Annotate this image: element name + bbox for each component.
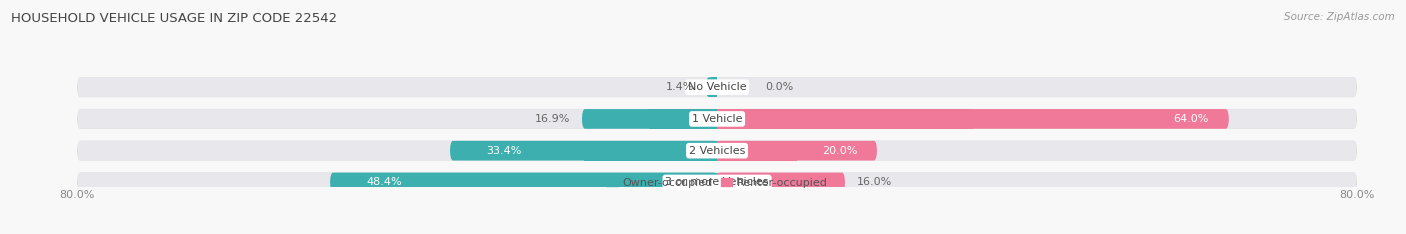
FancyBboxPatch shape bbox=[77, 173, 1357, 192]
FancyBboxPatch shape bbox=[717, 173, 845, 192]
Bar bbox=[717, 141, 797, 161]
Bar bbox=[583, 141, 717, 161]
FancyBboxPatch shape bbox=[77, 141, 1357, 161]
Bar bbox=[650, 109, 717, 129]
Text: 20.0%: 20.0% bbox=[821, 146, 858, 156]
FancyBboxPatch shape bbox=[77, 109, 1357, 129]
Bar bbox=[717, 173, 782, 192]
Text: 1.4%: 1.4% bbox=[665, 82, 695, 92]
FancyBboxPatch shape bbox=[330, 173, 717, 192]
Text: 0.0%: 0.0% bbox=[765, 82, 793, 92]
Text: 2 Vehicles: 2 Vehicles bbox=[689, 146, 745, 156]
Text: 1 Vehicle: 1 Vehicle bbox=[692, 114, 742, 124]
Text: No Vehicle: No Vehicle bbox=[688, 82, 747, 92]
Text: 33.4%: 33.4% bbox=[486, 146, 522, 156]
FancyBboxPatch shape bbox=[706, 77, 717, 97]
Text: 64.0%: 64.0% bbox=[1174, 114, 1209, 124]
Legend: Owner-occupied, Renter-occupied: Owner-occupied, Renter-occupied bbox=[602, 173, 832, 192]
Text: 16.9%: 16.9% bbox=[534, 114, 569, 124]
FancyBboxPatch shape bbox=[77, 77, 1357, 97]
Text: HOUSEHOLD VEHICLE USAGE IN ZIP CODE 22542: HOUSEHOLD VEHICLE USAGE IN ZIP CODE 2254… bbox=[11, 12, 337, 25]
Bar bbox=[711, 77, 717, 97]
Bar bbox=[523, 173, 717, 192]
Bar bbox=[717, 109, 973, 129]
FancyBboxPatch shape bbox=[717, 141, 877, 161]
FancyBboxPatch shape bbox=[717, 109, 1229, 129]
Text: 3 or more Vehicles: 3 or more Vehicles bbox=[665, 177, 769, 187]
FancyBboxPatch shape bbox=[450, 141, 717, 161]
Text: 16.0%: 16.0% bbox=[858, 177, 893, 187]
FancyBboxPatch shape bbox=[582, 109, 717, 129]
Text: 48.4%: 48.4% bbox=[366, 177, 402, 187]
Text: Source: ZipAtlas.com: Source: ZipAtlas.com bbox=[1284, 12, 1395, 22]
